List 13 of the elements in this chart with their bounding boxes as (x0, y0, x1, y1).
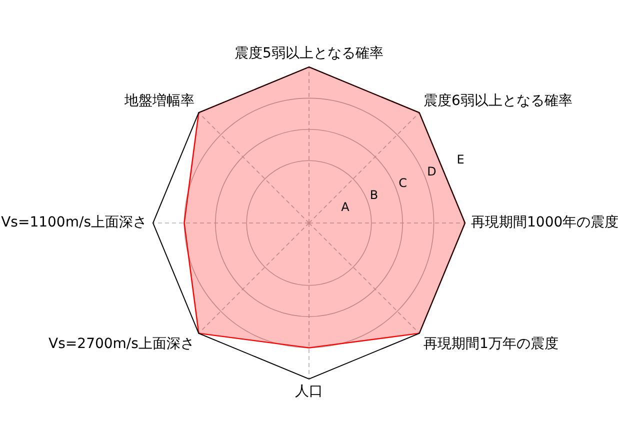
spoke-label: 再現期間1万年の震度 (424, 336, 558, 352)
spoke-label: Vs=1100m/s上面深さ (1, 214, 147, 231)
spoke-label: 再現期間1000年の震度 (471, 214, 618, 231)
spoke-label: Vs=2700m/s上面深さ (48, 336, 194, 352)
spoke-label: 震度5弱以上となる確率 (234, 46, 384, 62)
y-tick-label: B (370, 188, 378, 202)
spoke-label: 震度6弱以上となる確率 (424, 93, 572, 110)
y-tick-label: C (398, 176, 408, 190)
spoke-label: 地盤増幅率 (123, 92, 194, 110)
spoke-label: 人口 (295, 384, 323, 400)
y-tick-label: E (456, 152, 464, 166)
y-tick-label: D (427, 164, 436, 178)
y-tick-label: A (341, 200, 350, 214)
